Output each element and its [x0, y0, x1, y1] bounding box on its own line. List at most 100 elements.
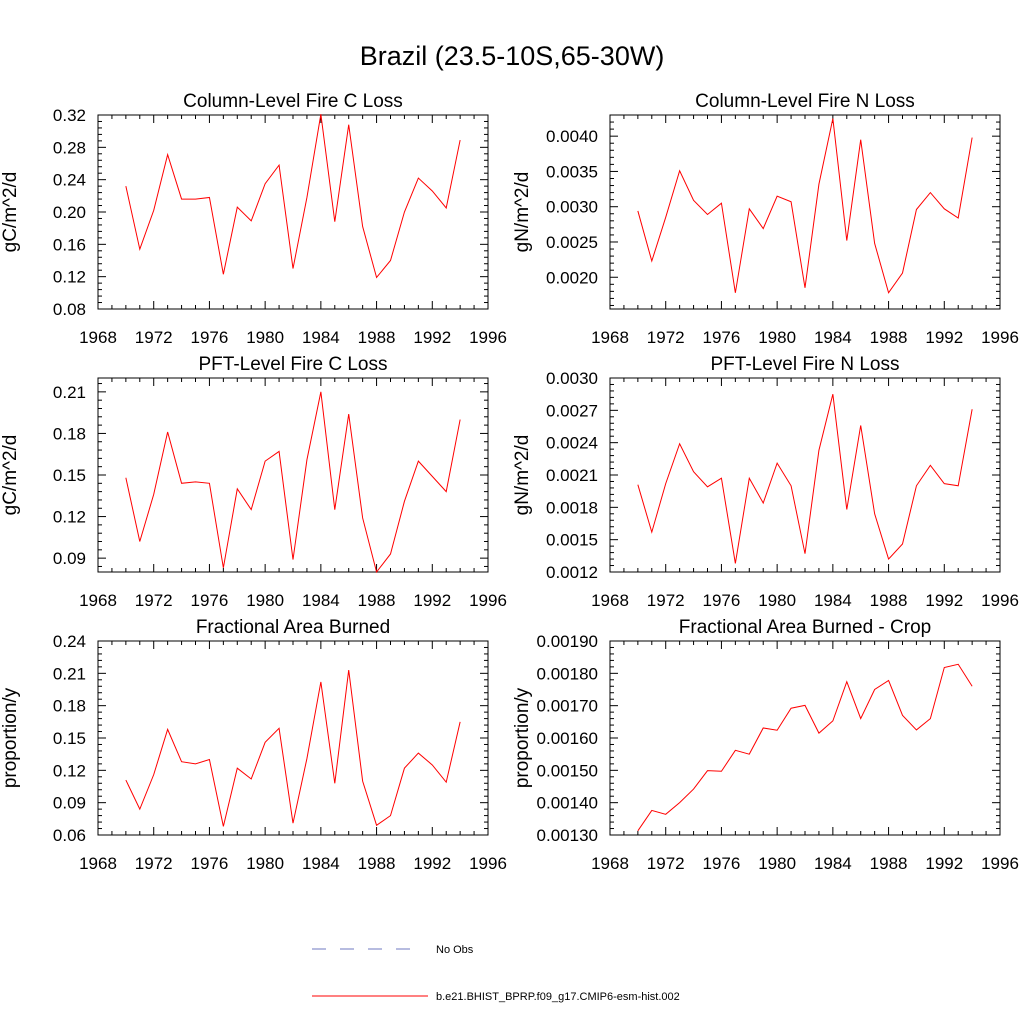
x-tick-label: 1988 — [358, 854, 396, 873]
x-tick-label: 1968 — [79, 854, 117, 873]
x-tick-label: 1972 — [135, 328, 173, 347]
x-tick-label: 1968 — [591, 591, 629, 610]
x-tick-label: 1976 — [703, 328, 741, 347]
y-tick-label: 0.00130 — [537, 826, 598, 845]
x-tick-label: 1992 — [413, 854, 451, 873]
chart-panel: Fractional Area Burned proportion/y 1968 19… — [0, 617, 507, 873]
x-tick-label: 1992 — [925, 591, 963, 610]
x-tick-label: 1980 — [246, 591, 284, 610]
series-line — [637, 394, 973, 564]
plot-frame — [97, 640, 489, 836]
y-tick-label: 0.15 — [53, 729, 86, 748]
y-tick-label: 0.0030 — [546, 369, 598, 388]
x-tick-label: 1984 — [302, 328, 340, 347]
y-tick-label: 0.00160 — [537, 729, 598, 748]
y-tick-label: 0.20 — [53, 203, 86, 222]
y-tick-label: 0.24 — [53, 632, 86, 651]
panel-title: PFT-Level Fire N Loss — [711, 354, 900, 375]
y-tick-label: 0.0021 — [546, 466, 598, 485]
x-tick-label: 1992 — [925, 328, 963, 347]
x-tick-label: 1976 — [191, 328, 229, 347]
plot-frame — [609, 114, 1001, 310]
x-tick-label: 1976 — [703, 591, 741, 610]
y-tick-label: 0.00170 — [537, 697, 598, 716]
y-axis-label: proportion/y — [0, 687, 21, 788]
x-tick-label: 1988 — [358, 328, 396, 347]
x-tick-label: 1976 — [191, 854, 229, 873]
chart-panel: Column-Level Fire N Loss gN/m^2/d 1968 1972… — [512, 91, 1019, 347]
y-tick-label: 0.0035 — [546, 162, 598, 181]
x-tick-label: 1996 — [981, 328, 1019, 347]
x-tick-label: 1968 — [79, 328, 117, 347]
y-tick-label: 0.24 — [53, 171, 86, 190]
x-tick-label: 1996 — [981, 591, 1019, 610]
series-line — [637, 663, 973, 832]
y-tick-label: 0.00150 — [537, 761, 598, 780]
x-tick-label: 1996 — [469, 591, 507, 610]
x-tick-label: 1968 — [591, 328, 629, 347]
y-tick-label: 0.00140 — [537, 794, 598, 813]
y-tick-label: 0.32 — [53, 106, 86, 125]
x-tick-label: 1984 — [814, 328, 852, 347]
x-tick-label: 1976 — [703, 854, 741, 873]
y-tick-label: 0.00190 — [537, 632, 598, 651]
y-tick-label: 0.09 — [53, 794, 86, 813]
y-tick-label: 0.0024 — [546, 434, 598, 453]
chart-panel: PFT-Level Fire N Loss gN/m^2/d 1968 1972 197… — [512, 354, 1019, 610]
x-tick-label: 1988 — [870, 591, 908, 610]
y-axis-label: gN/m^2/d — [512, 172, 533, 253]
series-line — [637, 118, 973, 294]
y-tick-label: 0.09 — [53, 549, 86, 568]
x-tick-label: 1972 — [135, 854, 173, 873]
chart-panel: Fractional Area Burned - Crop proportion/… — [512, 617, 1019, 873]
x-tick-label: 1988 — [870, 328, 908, 347]
x-tick-label: 1980 — [246, 854, 284, 873]
y-tick-label: 0.00180 — [537, 664, 598, 683]
series-line — [125, 670, 461, 827]
x-tick-label: 1980 — [758, 591, 796, 610]
chart-panel: PFT-Level Fire C Loss gC/m^2/d 1968 1972 197… — [0, 354, 507, 610]
y-tick-label: 0.0030 — [546, 198, 598, 217]
panels: Column-Level Fire C Loss gC/m^2/d 1968 1972… — [0, 91, 1019, 873]
x-tick-label: 1984 — [814, 854, 852, 873]
y-tick-label: 0.12 — [53, 761, 86, 780]
chart-panel: Column-Level Fire C Loss gC/m^2/d 1968 1972… — [0, 91, 507, 347]
y-tick-label: 0.18 — [53, 697, 86, 716]
y-tick-label: 0.28 — [53, 138, 86, 157]
series-line — [125, 391, 461, 574]
legend: No Obs b.e21.BHIST_BPRP.f09_g17.CMIP6-es… — [312, 944, 680, 1003]
y-tick-label: 0.0027 — [546, 401, 598, 420]
x-tick-label: 1972 — [135, 591, 173, 610]
y-tick-label: 0.0020 — [546, 268, 598, 287]
y-tick-label: 0.0018 — [546, 498, 598, 517]
plot-frame — [609, 640, 1001, 836]
x-tick-label: 1972 — [647, 591, 685, 610]
x-tick-label: 1992 — [925, 854, 963, 873]
y-tick-label: 0.0015 — [546, 531, 598, 550]
x-tick-label: 1972 — [647, 854, 685, 873]
y-axis-label: gN/m^2/d — [512, 435, 533, 516]
legend-model-label: b.e21.BHIST_BPRP.f09_g17.CMIP6-esm-hist.… — [436, 991, 680, 1003]
x-tick-label: 1984 — [814, 591, 852, 610]
plot-frame — [97, 114, 489, 310]
y-tick-label: 0.21 — [53, 383, 86, 402]
y-tick-label: 0.12 — [53, 508, 86, 527]
y-tick-label: 0.12 — [53, 268, 86, 287]
y-tick-label: 0.21 — [53, 664, 86, 683]
y-tick-label: 0.15 — [53, 466, 86, 485]
panel-title: Column-Level Fire N Loss — [695, 91, 915, 112]
x-tick-label: 1996 — [469, 328, 507, 347]
panel-title: Column-Level Fire C Loss — [183, 91, 403, 112]
x-tick-label: 1968 — [79, 591, 117, 610]
y-tick-label: 0.0012 — [546, 563, 598, 582]
y-axis-label: gC/m^2/d — [0, 435, 21, 516]
y-axis-label: gC/m^2/d — [0, 172, 21, 253]
y-tick-label: 0.08 — [53, 300, 86, 319]
x-tick-label: 1988 — [358, 591, 396, 610]
legend-obs-label: No Obs — [436, 944, 474, 956]
y-tick-label: 0.16 — [53, 235, 86, 254]
series-line — [125, 114, 461, 279]
x-tick-label: 1972 — [647, 328, 685, 347]
y-tick-label: 0.0040 — [546, 127, 598, 146]
